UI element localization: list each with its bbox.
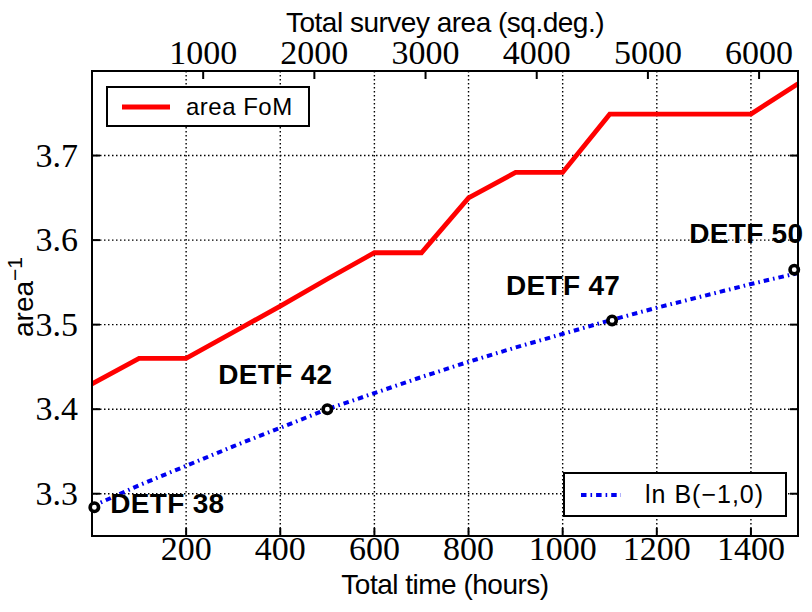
legend-blue-line-sample: [565, 489, 637, 501]
top-x-tick-label: 4000: [503, 36, 571, 70]
marker-detf-47: [608, 316, 616, 324]
legend-red-line-sample: [108, 101, 180, 113]
top-x-tick-label: 2000: [280, 36, 348, 70]
legend-lnb-label: ln B(−1,0): [645, 480, 764, 509]
top-x-tick-label: 3000: [392, 36, 460, 70]
y-tick-label: 3.6: [0, 223, 78, 257]
x-tick-label: 800: [443, 532, 494, 566]
plot-border: [92, 71, 798, 536]
figure: Total survey area (sq.deg.) Total time (…: [0, 0, 812, 612]
annotation-detf-47: DETF 47: [506, 272, 620, 300]
annotation-detf-42: DETF 42: [218, 361, 332, 389]
bottom-axis-title: Total time (hours): [92, 571, 798, 599]
y-tick-label: 3.4: [0, 392, 78, 426]
legend-area-fom: area FoM: [106, 86, 310, 127]
y-axis-title-exponent: −1: [3, 257, 26, 281]
x-tick-label: 1200: [623, 532, 691, 566]
legend-lnb: ln B(−1,0): [563, 472, 787, 517]
annotation-detf-50: DETF 50: [689, 220, 803, 248]
marker-detf-50: [790, 265, 798, 273]
marker-detf-42: [323, 405, 331, 413]
top-x-tick-label: 6000: [725, 36, 793, 70]
x-tick-label: 600: [349, 532, 400, 566]
marker-detf-38: [90, 503, 98, 511]
top-x-tick-label: 1000: [169, 36, 237, 70]
x-tick-label: 200: [161, 532, 212, 566]
top-axis-title: Total survey area (sq.deg.): [92, 9, 798, 37]
x-tick-label: 1400: [717, 532, 785, 566]
top-x-tick-label: 5000: [614, 36, 682, 70]
annotation-detf-38: DETF 38: [110, 490, 224, 518]
legend-area-fom-label: area FoM: [186, 93, 293, 121]
y-tick-label: 3.7: [0, 139, 78, 173]
y-tick-label: 3.3: [0, 477, 78, 511]
y-tick-label: 3.5: [0, 308, 78, 342]
x-tick-label: 400: [255, 532, 306, 566]
x-tick-label: 1000: [529, 532, 597, 566]
